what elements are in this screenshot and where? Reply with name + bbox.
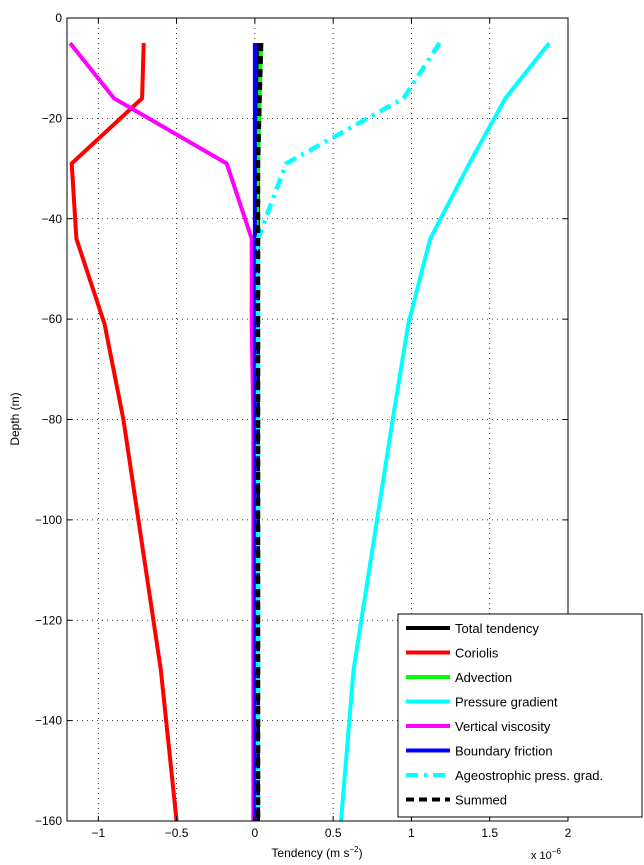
- legend-entry-label: Advection: [455, 670, 512, 685]
- x-axis-label: Tendency (m s−2): [271, 845, 362, 860]
- legend-entry-label: Total tendency: [455, 621, 539, 636]
- y-tick-label: −60: [42, 312, 63, 326]
- y-tick-label: −80: [42, 413, 63, 427]
- x-tick-label: 0: [252, 826, 259, 840]
- x-axis-label-unit-exponent: −2: [349, 845, 359, 854]
- x-axis-label-close: ): [359, 846, 363, 860]
- legend: Total tendency Coriolis Advection Pressure …: [397, 613, 643, 818]
- y-tick-label: −160: [35, 814, 62, 828]
- legend-entry-label: Coriolis: [455, 646, 499, 661]
- x-tick-label: 1.5: [481, 826, 498, 840]
- legend-box: [397, 613, 643, 818]
- series-line: [68, 41, 256, 821]
- x-tick-label: 2: [565, 826, 572, 840]
- y-tick-label: −100: [35, 513, 62, 527]
- x-tick-label: −0.5: [165, 826, 189, 840]
- x-axis-label-text: Tendency (m s: [271, 846, 349, 860]
- x-tick-label: 0.5: [325, 826, 342, 840]
- legend-entry-label: Ageostrophic press. grad.: [455, 768, 603, 783]
- x-axis-multiplier-exponent: −6: [552, 847, 562, 856]
- y-tick-label: −20: [42, 111, 63, 125]
- x-axis-multiplier: x 10−6: [531, 847, 561, 862]
- axis-ticks: −1 −0.5 0 0.5 1 1.5 2 0 −20 −40 −60 −80 −100 −120 −140…: [35, 11, 572, 840]
- y-tick-label: 0: [55, 11, 62, 25]
- plot-series: [68, 41, 551, 822]
- series-line: [255, 43, 264, 821]
- x-tick-label: −1: [91, 826, 105, 840]
- series-line: [255, 41, 442, 821]
- legend-entry-label: Vertical viscosity: [455, 719, 551, 734]
- series-line: [69, 43, 179, 822]
- x-axis-multiplier-base: x 10: [531, 850, 552, 862]
- legend-entry-label: Boundary friction: [455, 744, 553, 759]
- x-tick-label: 1: [408, 826, 415, 840]
- y-axis-label: Depth (m): [8, 392, 22, 445]
- series-line: [339, 41, 551, 822]
- y-tick-label: −40: [42, 212, 63, 226]
- y-tick-label: −120: [35, 613, 62, 627]
- y-tick-label: −140: [35, 714, 62, 728]
- legend-entry-label: Pressure gradient: [455, 695, 558, 710]
- legend-entry-label: Summed: [455, 793, 507, 808]
